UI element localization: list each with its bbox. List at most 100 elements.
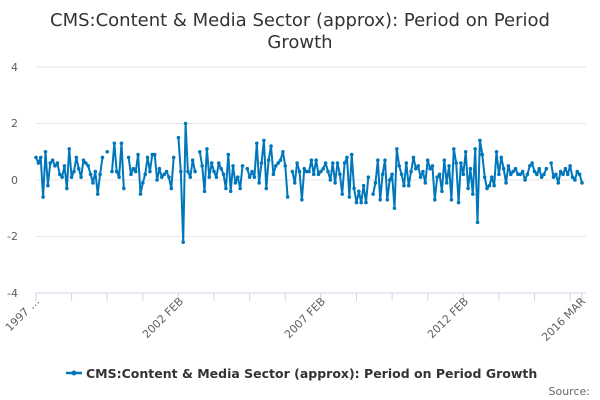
- data-point[interactable]: [399, 172, 404, 177]
- data-point[interactable]: [520, 169, 525, 174]
- data-point[interactable]: [409, 169, 413, 174]
- data-point[interactable]: [219, 166, 223, 171]
- data-point[interactable]: [81, 158, 86, 163]
- data-point[interactable]: [437, 172, 442, 177]
- data-point[interactable]: [302, 166, 307, 171]
- data-point[interactable]: [390, 172, 394, 177]
- data-point[interactable]: [568, 164, 572, 168]
- data-point[interactable]: [371, 192, 375, 196]
- data-point[interactable]: [167, 175, 171, 179]
- data-point[interactable]: [131, 166, 136, 171]
- data-point[interactable]: [281, 149, 285, 154]
- data-point[interactable]: [373, 181, 378, 185]
- data-point[interactable]: [224, 186, 228, 191]
- data-point[interactable]: [466, 186, 470, 191]
- data-point[interactable]: [387, 178, 392, 182]
- data-point[interactable]: [278, 158, 283, 163]
- data-point[interactable]: [233, 181, 238, 185]
- data-point[interactable]: [482, 175, 487, 179]
- data-point[interactable]: [527, 164, 532, 168]
- data-point[interactable]: [433, 197, 437, 202]
- data-point[interactable]: [62, 164, 67, 168]
- data-point[interactable]: [46, 183, 50, 188]
- data-point[interactable]: [67, 147, 72, 151]
- data-point[interactable]: [580, 181, 584, 185]
- data-point[interactable]: [463, 149, 468, 154]
- data-point[interactable]: [171, 155, 176, 160]
- data-point[interactable]: [573, 178, 577, 182]
- data-point[interactable]: [50, 158, 55, 163]
- data-point[interactable]: [188, 175, 193, 179]
- data-point[interactable]: [357, 189, 361, 194]
- data-point[interactable]: [506, 164, 511, 168]
- data-point[interactable]: [91, 181, 95, 185]
- data-point[interactable]: [252, 175, 257, 179]
- data-point[interactable]: [442, 158, 447, 163]
- data-point[interactable]: [202, 189, 207, 194]
- data-point[interactable]: [112, 141, 117, 146]
- data-point[interactable]: [95, 192, 100, 196]
- data-point[interactable]: [554, 172, 558, 177]
- data-point[interactable]: [136, 152, 140, 157]
- data-point[interactable]: [228, 189, 233, 194]
- data-point[interactable]: [428, 166, 432, 171]
- data-point[interactable]: [214, 175, 219, 179]
- data-point[interactable]: [226, 152, 231, 157]
- data-point[interactable]: [575, 169, 580, 174]
- data-point[interactable]: [452, 147, 456, 151]
- data-point[interactable]: [392, 206, 397, 211]
- data-point[interactable]: [551, 175, 556, 179]
- data-point[interactable]: [105, 149, 110, 154]
- data-point[interactable]: [254, 141, 259, 146]
- data-point[interactable]: [164, 169, 169, 174]
- data-point[interactable]: [307, 169, 311, 174]
- data-point[interactable]: [530, 161, 534, 165]
- data-point[interactable]: [69, 175, 74, 179]
- data-point[interactable]: [335, 161, 340, 165]
- data-point[interactable]: [65, 186, 69, 191]
- data-point[interactable]: [34, 155, 38, 160]
- data-point[interactable]: [295, 161, 299, 165]
- data-point[interactable]: [117, 175, 121, 179]
- data-point[interactable]: [283, 164, 288, 168]
- legend[interactable]: CMS:Content & Media Sector (approx): Per…: [66, 366, 537, 381]
- data-point[interactable]: [342, 161, 347, 165]
- data-point[interactable]: [535, 172, 539, 177]
- data-point[interactable]: [421, 169, 425, 174]
- data-point[interactable]: [497, 172, 501, 177]
- data-point[interactable]: [565, 172, 570, 177]
- data-point[interactable]: [114, 169, 119, 174]
- data-point[interactable]: [93, 169, 98, 174]
- data-point[interactable]: [60, 175, 64, 179]
- data-point[interactable]: [129, 172, 133, 177]
- data-point[interactable]: [561, 172, 565, 177]
- data-point[interactable]: [414, 166, 418, 171]
- data-point[interactable]: [231, 164, 235, 168]
- data-point[interactable]: [508, 172, 513, 177]
- data-point[interactable]: [404, 161, 409, 165]
- data-point[interactable]: [330, 161, 335, 165]
- data-point[interactable]: [539, 175, 544, 179]
- data-point[interactable]: [478, 138, 482, 143]
- data-point[interactable]: [416, 164, 421, 168]
- data-point[interactable]: [162, 172, 166, 177]
- data-point[interactable]: [489, 175, 494, 179]
- data-point[interactable]: [207, 175, 212, 179]
- data-point[interactable]: [323, 161, 328, 165]
- data-point[interactable]: [145, 155, 150, 160]
- data-point[interactable]: [345, 155, 349, 160]
- data-point[interactable]: [423, 181, 428, 185]
- data-point[interactable]: [558, 169, 563, 174]
- data-point[interactable]: [57, 172, 62, 177]
- data-point[interactable]: [300, 197, 304, 202]
- data-point[interactable]: [212, 169, 216, 174]
- data-point[interactable]: [532, 169, 537, 174]
- data-point[interactable]: [338, 172, 342, 177]
- data-point[interactable]: [269, 144, 273, 148]
- data-point[interactable]: [285, 195, 290, 199]
- data-point[interactable]: [480, 152, 485, 157]
- data-point[interactable]: [501, 166, 506, 171]
- data-point[interactable]: [152, 152, 157, 157]
- data-point[interactable]: [430, 164, 435, 168]
- data-point[interactable]: [160, 175, 164, 179]
